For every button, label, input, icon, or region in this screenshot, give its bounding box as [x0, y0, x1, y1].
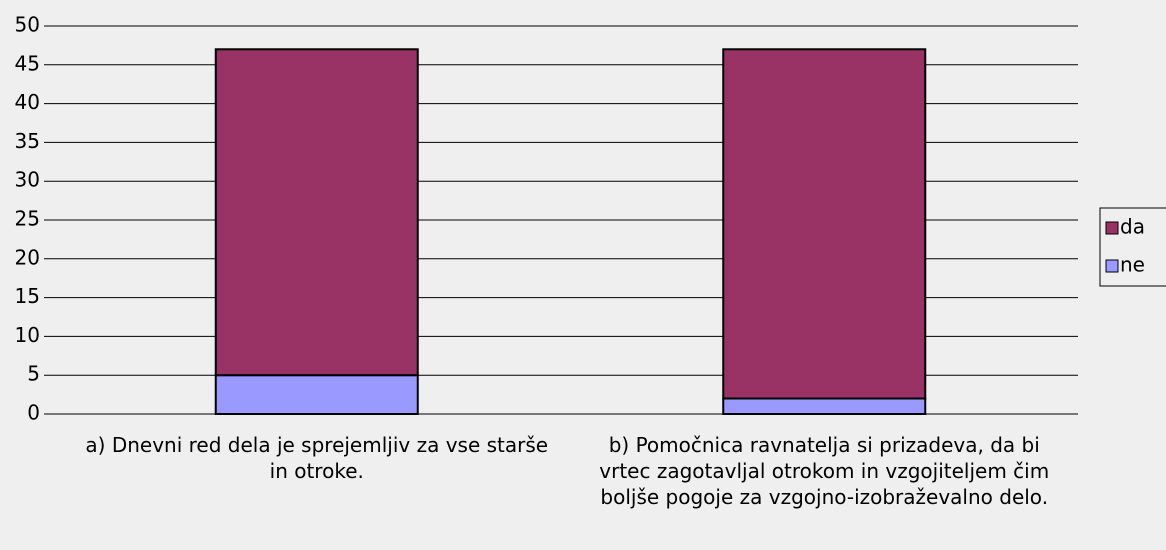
- legend-swatch: [1105, 221, 1119, 235]
- legend-swatch: [1105, 259, 1119, 273]
- y-tick-label: 15: [15, 284, 40, 308]
- y-tick-label: 50: [15, 13, 40, 37]
- legend-label: da: [1120, 215, 1145, 239]
- x-tick-label: b) Pomočnica ravnatelja si prizadeva, da…: [599, 433, 1050, 509]
- y-tick-label: 35: [15, 129, 40, 153]
- y-tick-label: 0: [27, 401, 40, 425]
- bar-segment: [214, 374, 419, 416]
- bar-segment: [214, 48, 419, 377]
- y-tick-label: 45: [15, 51, 40, 75]
- legend-box: [1099, 207, 1166, 287]
- legend-label: ne: [1120, 253, 1145, 277]
- x-tick-label: a) Dnevni red dela je sprejemljiv za vse…: [85, 433, 549, 483]
- y-tick-label: 5: [27, 362, 40, 386]
- y-tick-label: 40: [15, 90, 40, 114]
- bar-segment: [722, 48, 927, 400]
- y-tick-label: 10: [15, 323, 40, 347]
- bar-segment: [722, 397, 927, 416]
- y-tick-label: 25: [15, 207, 40, 231]
- y-tick-label: 20: [15, 245, 40, 269]
- y-tick-label: 30: [15, 168, 40, 192]
